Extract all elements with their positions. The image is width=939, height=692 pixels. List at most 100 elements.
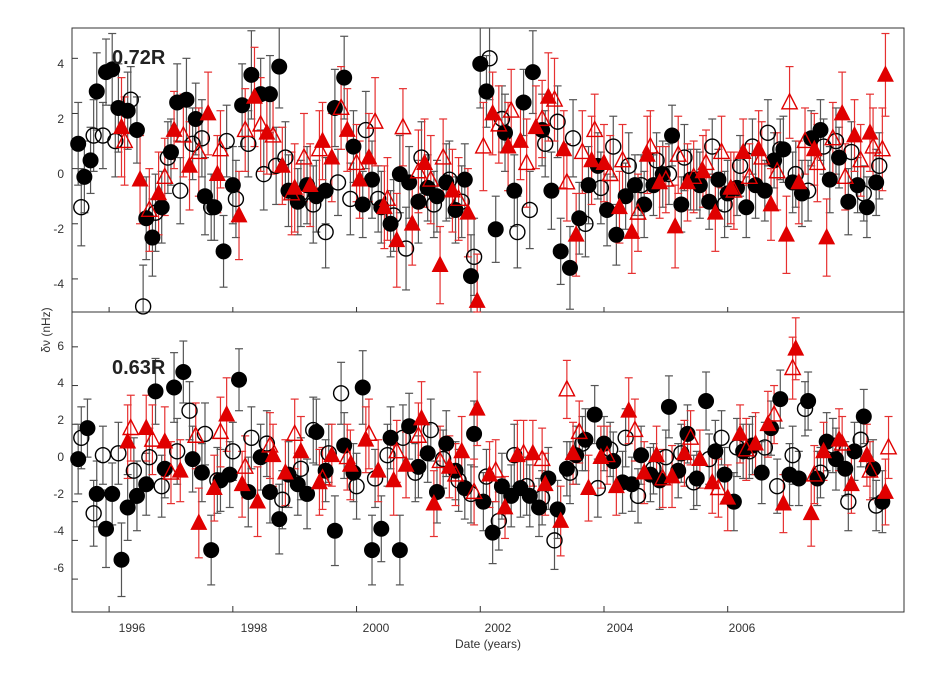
data-point-filled-triangle — [580, 478, 597, 496]
data-point-filled-circle — [243, 66, 260, 83]
data-point-filled-circle — [79, 420, 96, 437]
x-tick-label-2004: 2004 — [607, 621, 634, 635]
data-point-filled-triangle — [638, 145, 656, 162]
data-point-open-circle — [509, 223, 526, 241]
data-point-filled-circle — [633, 447, 650, 464]
x-axis-ticks — [108, 307, 729, 612]
x-tick-label-1998: 1998 — [241, 621, 268, 635]
data-point-open-circle — [224, 443, 242, 460]
data-point-filled-circle — [855, 408, 872, 425]
data-point-filled-triangle — [508, 445, 526, 463]
data-point-filled-triangle — [323, 147, 341, 165]
data-point-open-triangle — [282, 183, 301, 201]
data-point-filled-triangle — [375, 197, 393, 215]
data-point-filled-circle — [166, 379, 183, 396]
data-point-filled-triangle — [323, 445, 341, 463]
data-point-filled-triangle — [137, 418, 155, 436]
data-point-filled-circle — [364, 542, 381, 559]
data-point-filled-circle — [688, 470, 705, 487]
data-point-filled-triangle — [230, 205, 248, 223]
data-point-open-triangle — [449, 188, 468, 207]
data-point-filled-circle — [772, 391, 789, 408]
data-point-filled-triangle — [620, 401, 638, 418]
data-point-filled-circle — [156, 460, 173, 477]
data-point-open-circle — [843, 143, 860, 161]
data-point-open-circle — [305, 196, 322, 213]
data-point-filled-circle — [144, 229, 161, 246]
x-axis-tick-labels: 1996 1998 2000 2002 2004 2006 — [119, 621, 756, 635]
data-point-filled-circle — [515, 94, 532, 111]
data-point-filled-circle — [419, 445, 436, 462]
data-point-filled-circle — [543, 182, 560, 199]
data-point-filled-circle — [698, 393, 715, 410]
data-point-filled-triangle — [861, 123, 879, 140]
data-point-open-triangle — [514, 443, 533, 461]
data-point-open-circle — [134, 298, 152, 315]
data-point-open-triangle — [684, 166, 703, 184]
data-point-open-circle — [329, 174, 347, 191]
data-point-filled-circle — [119, 499, 136, 516]
data-point-filled-circle — [552, 243, 569, 260]
data-point-open-triangle — [657, 169, 675, 187]
data-point-open-circle — [147, 204, 164, 221]
data-point-filled-triangle — [648, 445, 666, 463]
data-point-filled-triangle — [459, 203, 477, 220]
data-point-filled-circle — [289, 476, 306, 493]
data-point-open-triangle — [211, 421, 230, 440]
data-point-filled-triangle — [876, 482, 894, 499]
data-point-open-triangle — [824, 128, 842, 146]
data-point-open-triangle — [768, 161, 786, 179]
data-point-open-circle — [357, 121, 375, 139]
data-point-filled-triangle — [858, 445, 876, 463]
data-point-filled-circle — [138, 476, 155, 493]
data-point-open-circle — [172, 182, 189, 199]
data-point-filled-circle — [193, 464, 210, 481]
data-point-filled-triangle — [805, 139, 823, 157]
data-point-open-circle — [871, 157, 888, 175]
data-point-open-triangle — [409, 161, 428, 179]
data-point-filled-circle — [846, 443, 863, 460]
data-point-filled-triangle — [592, 447, 610, 465]
data-point-open-circle — [407, 464, 424, 481]
data-point-filled-circle — [382, 215, 399, 232]
data-point-open-circle — [799, 182, 817, 199]
data-point-filled-circle — [104, 485, 121, 502]
data-point-filled-circle — [373, 520, 390, 537]
data-point-filled-triangle — [181, 156, 199, 173]
data-point-filled-circle — [478, 83, 495, 100]
data-point-filled-circle — [410, 458, 427, 475]
data-point-open-circle — [462, 485, 480, 503]
data-point-filled-circle — [673, 196, 690, 213]
data-point-filled-circle — [128, 487, 145, 504]
data-point-filled-circle — [558, 460, 575, 477]
data-point-open-triangle — [585, 119, 604, 138]
data-point-filled-circle — [580, 177, 597, 194]
data-point-filled-triangle — [397, 455, 415, 472]
data-point-open-triangle — [211, 139, 230, 157]
data-point-filled-circle — [753, 464, 770, 481]
data-point-filled-triangle — [453, 441, 471, 459]
data-point-filled-circle — [524, 64, 541, 81]
data-point-filled-circle — [336, 69, 353, 86]
data-point-filled-triangle — [338, 120, 356, 137]
data-point-open-triangle — [295, 147, 313, 165]
data-point-filled-triangle — [527, 117, 545, 135]
data-point-open-circle — [632, 176, 650, 194]
data-point-open-circle — [159, 149, 177, 166]
data-point-filled-circle — [531, 499, 548, 516]
data-point-filled-circle — [827, 451, 844, 468]
data-point-filled-circle — [178, 91, 195, 108]
x-tick-label-2000: 2000 — [363, 621, 390, 635]
data-point-open-circle — [227, 190, 245, 208]
data-point-filled-triangle — [651, 172, 669, 190]
data-point-filled-circle — [70, 135, 87, 152]
bottom-y-tick-label-6: 6 — [57, 339, 64, 353]
data-point-open-circle — [796, 400, 814, 417]
data-point-filled-triangle — [249, 492, 267, 509]
data-point-filled-circle — [521, 487, 538, 504]
data-point-open-circle — [342, 190, 359, 208]
data-point-filled-triangle — [595, 153, 613, 170]
data-point-open-circle — [481, 50, 498, 67]
x-tick-label-2006: 2006 — [729, 621, 756, 635]
